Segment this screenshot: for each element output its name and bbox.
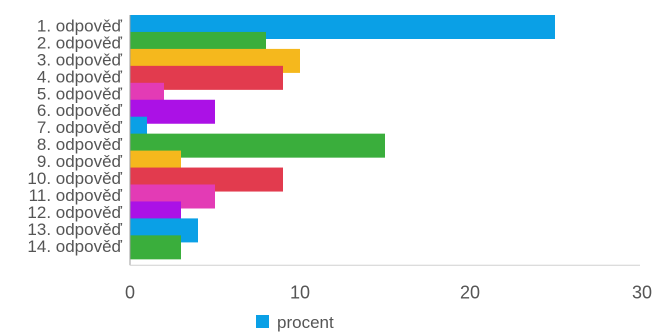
category-label-9: 9. odpověď	[37, 152, 123, 171]
x-tick-labels: 0 10 20 30	[125, 282, 652, 302]
legend: procent	[256, 313, 334, 332]
bars	[130, 15, 555, 260]
category-label-10: 10. odpověď	[27, 169, 122, 188]
category-label-7: 7. odpověď	[37, 118, 123, 137]
bar-14	[130, 235, 181, 260]
category-label-8: 8. odpověď	[37, 135, 123, 154]
legend-label: procent	[277, 313, 334, 332]
category-label-2: 2. odpověď	[37, 33, 123, 52]
category-label-5: 5. odpověď	[37, 84, 123, 103]
x-tick-label-10: 10	[290, 282, 310, 302]
category-label-6: 6. odpověď	[37, 101, 123, 120]
legend-swatch	[256, 315, 269, 328]
x-tick-label-0: 0	[125, 282, 135, 302]
category-label-4: 4. odpověď	[37, 67, 123, 86]
category-label-14: 14. odpověď	[27, 237, 122, 256]
category-label-12: 12. odpověď	[27, 203, 122, 222]
x-tick-label-20: 20	[460, 282, 480, 302]
category-label-11: 11. odpověď	[29, 186, 123, 205]
category-label-13: 13. odpověď	[27, 220, 122, 239]
category-label-1: 1. odpověď	[37, 16, 123, 35]
x-tick-label-30: 30	[632, 282, 652, 302]
category-label-3: 3. odpověď	[37, 50, 123, 69]
